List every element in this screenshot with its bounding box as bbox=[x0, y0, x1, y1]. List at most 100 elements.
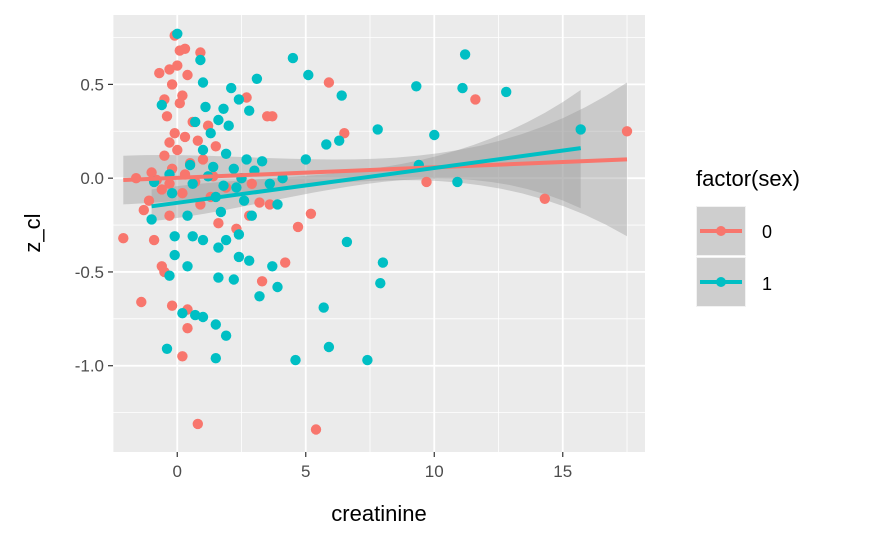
data-point-sex-1 bbox=[156, 99, 167, 111]
data-point-sex-0 bbox=[138, 204, 149, 216]
x-tick-label: 0 bbox=[173, 462, 182, 481]
data-point-sex-1 bbox=[205, 128, 216, 139]
data-point-sex-0 bbox=[421, 176, 432, 188]
y-tick-label: 0.5 bbox=[80, 75, 104, 94]
data-points bbox=[118, 28, 633, 435]
data-point-sex-1 bbox=[187, 178, 198, 189]
data-point-sex-1 bbox=[213, 272, 224, 283]
data-point-sex-0 bbox=[172, 60, 183, 71]
x-tick-label: 5 bbox=[301, 462, 310, 481]
data-point-sex-1 bbox=[210, 319, 221, 330]
data-point-sex-1 bbox=[215, 206, 227, 218]
data-point-sex-1 bbox=[375, 278, 386, 289]
data-point-sex-0 bbox=[182, 323, 193, 334]
fit-lines bbox=[123, 146, 628, 209]
data-point-sex-1 bbox=[246, 210, 257, 221]
legend-key-point-0 bbox=[716, 226, 726, 236]
data-point-sex-0 bbox=[192, 135, 203, 146]
data-point-sex-1 bbox=[303, 69, 314, 81]
data-point-sex-0 bbox=[280, 257, 291, 268]
x-tick-label: 15 bbox=[553, 462, 572, 481]
data-point-sex-0 bbox=[179, 131, 191, 143]
data-point-sex-0 bbox=[539, 193, 550, 204]
data-point-sex-0 bbox=[292, 221, 304, 233]
data-point-sex-1 bbox=[267, 261, 278, 272]
y-tick-label: -1.0 bbox=[75, 357, 104, 376]
data-point-sex-0 bbox=[310, 424, 322, 435]
data-point-sex-0 bbox=[164, 178, 175, 189]
data-point-sex-1 bbox=[184, 159, 196, 171]
data-point-sex-1 bbox=[233, 94, 245, 105]
data-point-sex-0 bbox=[143, 195, 155, 206]
data-point-sex-0 bbox=[305, 208, 317, 219]
y-axis: -1.0 -0.5 0.0 0.5 bbox=[75, 75, 113, 376]
data-point-sex-1 bbox=[197, 144, 209, 156]
data-point-sex-1 bbox=[318, 302, 329, 313]
x-axis: 0 5 10 15 bbox=[173, 452, 572, 481]
data-point-sex-1 bbox=[272, 281, 283, 293]
data-point-sex-1 bbox=[244, 105, 255, 116]
data-point-sex-1 bbox=[220, 330, 232, 341]
data-point-sex-1 bbox=[323, 341, 335, 353]
data-point-sex-0 bbox=[156, 184, 167, 195]
plot-panel bbox=[113, 15, 645, 452]
data-point-sex-0 bbox=[192, 418, 203, 430]
data-point-sex-0 bbox=[213, 218, 224, 229]
data-point-sex-0 bbox=[470, 94, 481, 105]
data-point-sex-0 bbox=[166, 79, 178, 90]
data-point-sex-1 bbox=[290, 354, 301, 366]
x-tick-label: 10 bbox=[425, 462, 444, 481]
data-point-sex-1 bbox=[146, 214, 157, 225]
data-point-sex-1 bbox=[244, 255, 255, 266]
data-point-sex-1 bbox=[231, 182, 242, 193]
data-point-sex-0 bbox=[267, 111, 278, 122]
data-point-sex-1 bbox=[220, 148, 232, 159]
legend: factor(sex) 0 1 bbox=[696, 166, 800, 307]
data-point-sex-1 bbox=[501, 86, 512, 98]
data-point-sex-0 bbox=[136, 296, 147, 308]
data-point-sex-1 bbox=[177, 308, 188, 319]
data-point-sex-0 bbox=[195, 47, 206, 58]
data-point-sex-0 bbox=[177, 188, 188, 199]
data-point-sex-1 bbox=[341, 236, 353, 248]
data-point-sex-1 bbox=[210, 353, 221, 364]
data-point-sex-1 bbox=[166, 188, 178, 199]
data-point-sex-0 bbox=[182, 69, 193, 81]
fit-line-0 bbox=[123, 157, 628, 183]
data-point-sex-1 bbox=[575, 124, 586, 135]
legend-title: factor(sex) bbox=[696, 166, 800, 191]
data-point-sex-1 bbox=[228, 163, 239, 174]
data-point-sex-0 bbox=[339, 128, 350, 139]
data-point-sex-0 bbox=[210, 141, 221, 152]
x-axis-title: creatinine bbox=[331, 501, 426, 526]
data-point-sex-1 bbox=[197, 311, 209, 323]
legend-label-1: 1 bbox=[762, 274, 772, 294]
data-point-sex-1 bbox=[161, 343, 173, 354]
data-point-sex-1 bbox=[169, 249, 180, 261]
data-point-sex-0 bbox=[154, 67, 165, 79]
data-point-sex-0 bbox=[159, 150, 170, 161]
data-point-sex-1 bbox=[169, 231, 180, 242]
data-point-sex-0 bbox=[164, 137, 175, 148]
data-point-sex-0 bbox=[164, 64, 175, 75]
data-point-sex-1 bbox=[208, 161, 219, 173]
data-point-sex-1 bbox=[254, 291, 265, 302]
data-point-sex-0 bbox=[164, 210, 175, 221]
data-point-sex-0 bbox=[148, 234, 160, 246]
data-point-sex-1 bbox=[233, 229, 245, 240]
data-point-sex-1 bbox=[411, 81, 422, 92]
ci-ribbon-0 bbox=[123, 82, 628, 237]
data-point-sex-0 bbox=[254, 197, 265, 208]
data-point-sex-1 bbox=[187, 231, 198, 242]
data-point-sex-0 bbox=[146, 167, 157, 178]
data-point-sex-1 bbox=[200, 101, 211, 113]
legend-label-0: 0 bbox=[762, 222, 772, 242]
data-point-sex-0 bbox=[161, 111, 173, 122]
ci-ribbon-1 bbox=[151, 90, 581, 222]
data-point-sex-1 bbox=[429, 129, 440, 141]
data-point-sex-0 bbox=[172, 144, 183, 156]
data-point-sex-1 bbox=[220, 234, 232, 246]
data-point-sex-1 bbox=[197, 77, 209, 88]
data-point-sex-0 bbox=[323, 77, 335, 88]
data-point-sex-1 bbox=[190, 116, 201, 128]
